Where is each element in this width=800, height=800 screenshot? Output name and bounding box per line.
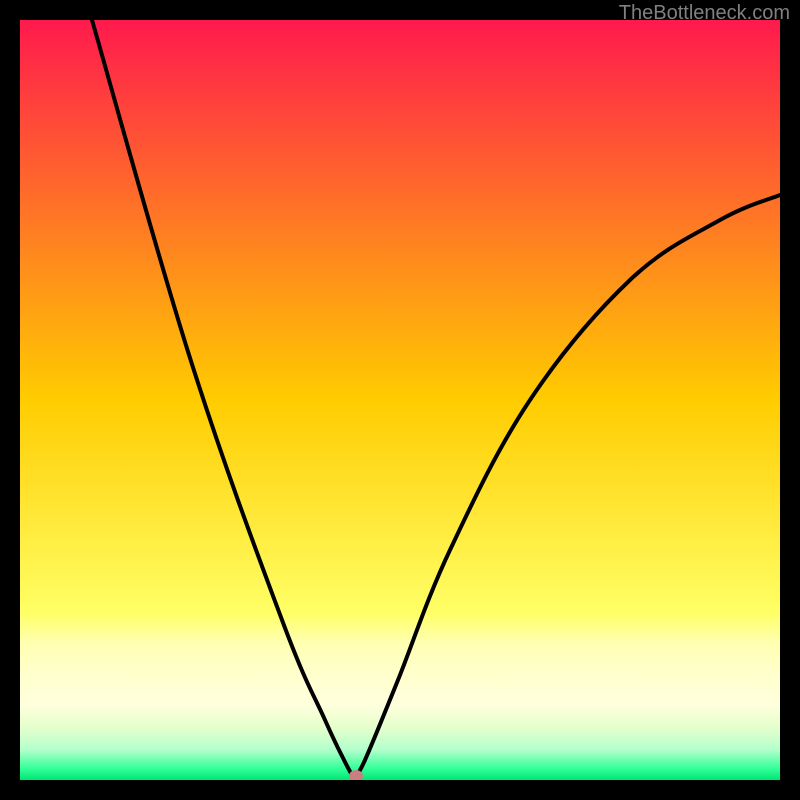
bottleneck-curve [20,20,780,780]
watermark: TheBottleneck.com [619,2,790,25]
frame-border [780,0,800,800]
frame-border [0,0,20,800]
curve-right-branch [354,195,780,778]
frame-border [0,780,800,800]
curve-left-branch [92,20,354,778]
plot-area [20,20,780,780]
